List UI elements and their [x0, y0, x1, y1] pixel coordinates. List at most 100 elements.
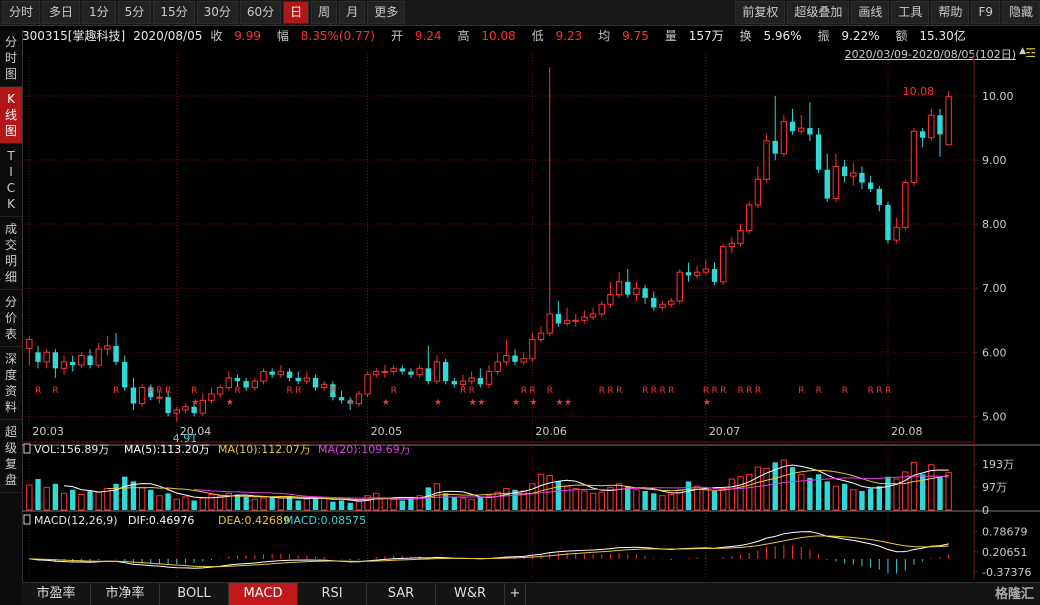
volume-bar-down	[824, 481, 830, 510]
volume-bar-down	[815, 474, 822, 510]
signal-r-marker: R	[642, 386, 648, 396]
candle-body-up	[676, 271, 683, 302]
period-button-10[interactable]: 更多	[367, 1, 406, 24]
volume-bar-down	[338, 500, 345, 510]
toolbar-right-button-5[interactable]: F9	[971, 1, 1000, 24]
candle-body-down	[425, 368, 431, 382]
candle-body-up	[260, 371, 267, 382]
left-nav-item-6[interactable]: 超级复盘	[0, 420, 22, 493]
volume-bar-down	[772, 462, 778, 510]
volume-bar-down	[122, 476, 128, 510]
period-button-7[interactable]: 日	[283, 1, 310, 24]
candle-body-up	[893, 226, 900, 241]
candle-body-down	[772, 140, 778, 154]
left-nav-item-0[interactable]: 分时图	[0, 30, 22, 87]
volume-bar-up	[910, 461, 918, 511]
volume-bar-down	[555, 481, 562, 510]
volume-bar-up	[260, 497, 267, 511]
volume-bar-up	[667, 494, 675, 511]
toolbar-right-button-1[interactable]: 超级叠加	[787, 1, 850, 24]
period-button-8[interactable]: 周	[311, 1, 338, 24]
volume-bar-up	[659, 495, 666, 511]
candle-body-down	[330, 384, 336, 398]
signal-r-marker: R	[391, 386, 397, 396]
candle-body-down	[711, 269, 718, 282]
candle-body-up	[902, 182, 909, 228]
indicator-tab-1[interactable]: 市净率	[91, 583, 160, 605]
volume-bar-up	[945, 472, 952, 511]
period-buttons: 分时 多日 1分 5分 15分 30分 60分日周月更多	[0, 1, 406, 24]
signal-star-marker: ★	[555, 398, 563, 408]
volume-bar-down	[651, 493, 657, 510]
volume-bar-down	[113, 483, 119, 510]
volume-bar-up	[277, 497, 285, 511]
signal-r-marker: R	[876, 386, 882, 396]
left-nav-item-4[interactable]: 分价表	[0, 290, 22, 347]
period-button-4[interactable]: 15分	[153, 1, 195, 24]
indicator-tab-5[interactable]: SAR	[367, 583, 436, 605]
volume-value: 157万	[688, 29, 724, 43]
volume-bar-down	[35, 479, 41, 510]
volume-bar-up	[546, 474, 553, 511]
volume-bar-up	[373, 492, 380, 511]
period-button-1[interactable]: 多日	[42, 1, 81, 24]
volume-bar-down	[295, 500, 301, 510]
lock-icon[interactable]: ☲	[1025, 46, 1036, 60]
period-button-9[interactable]: 月	[339, 1, 366, 24]
toolbar-right-button-6[interactable]: 隐藏	[1001, 1, 1040, 24]
toolbar-right-button-0[interactable]: 前复权	[735, 1, 786, 24]
period-toolbar: 分时 多日 1分 5分 15分 30分 60分日周月更多 前复权 超级叠加 画线 工具 帮助 F9 隐藏	[0, 0, 1040, 26]
change-value: 8.35%(0.77)	[300, 29, 375, 43]
candle-body-down	[52, 352, 59, 369]
signal-star-marker: ★	[434, 398, 442, 408]
toolbar-right-button-2[interactable]: 画线	[851, 1, 890, 24]
volume-header: VOL:156.89万	[34, 443, 109, 456]
volume-ma5-line	[63, 464, 949, 502]
candle-body-down	[35, 352, 41, 362]
close-value: 9.99	[234, 29, 261, 43]
signal-r-marker: R	[798, 386, 804, 396]
indicator-tab-7[interactable]: +	[505, 583, 526, 605]
left-nav-item-3[interactable]: 成交明细	[0, 217, 22, 290]
left-nav-item-5[interactable]: 深度资料	[0, 347, 22, 420]
indicator-tab-2[interactable]: BOLL	[160, 583, 229, 605]
amplitude-value: 9.22%	[841, 29, 880, 43]
candle-body-down	[815, 134, 822, 170]
toolbar-right-button-4[interactable]: 帮助	[931, 1, 970, 24]
volume-bar-up	[780, 459, 788, 511]
volume-bar-down	[408, 496, 414, 510]
macd-dea-line	[29, 535, 949, 568]
candle-body-down	[859, 172, 865, 183]
period-button-0[interactable]: 分时	[2, 1, 41, 24]
candle-body-up	[355, 393, 363, 405]
candle-body-up	[945, 96, 952, 146]
collapse-icon[interactable]: ▲	[1019, 46, 1026, 56]
avg-value: 9.75	[622, 29, 649, 43]
period-button-2[interactable]: 1分	[82, 1, 116, 24]
volume-bar-down	[234, 494, 241, 510]
period-button-5[interactable]: 30分	[196, 1, 238, 24]
indicator-tab-0[interactable]: 市盈率	[22, 583, 91, 605]
signal-r-marker: R	[668, 386, 674, 396]
indicator-tab-3[interactable]: MACD	[229, 583, 298, 605]
volume-bar-up	[303, 498, 311, 511]
signal-star-marker: ★	[703, 398, 711, 408]
candle-body-down	[919, 131, 926, 138]
signal-r-marker: R	[868, 386, 874, 396]
candle-body-up	[208, 393, 215, 401]
price-tick-label: 9.00	[982, 154, 1007, 167]
signal-star-marker: ★	[191, 398, 199, 408]
volume-bar-down	[312, 496, 319, 510]
candle-body-down	[130, 387, 137, 404]
volume-bar-up	[598, 491, 605, 511]
toolbar-right-button-3[interactable]: 工具	[891, 1, 930, 24]
candle-body-down	[148, 387, 154, 398]
indicator-tab-6[interactable]: W&R	[436, 583, 505, 605]
volume-bar-down	[286, 496, 293, 510]
period-button-3[interactable]: 5分	[117, 1, 152, 24]
indicator-tab-4[interactable]: RSI	[298, 583, 367, 605]
period-button-6[interactable]: 60分	[239, 1, 282, 24]
